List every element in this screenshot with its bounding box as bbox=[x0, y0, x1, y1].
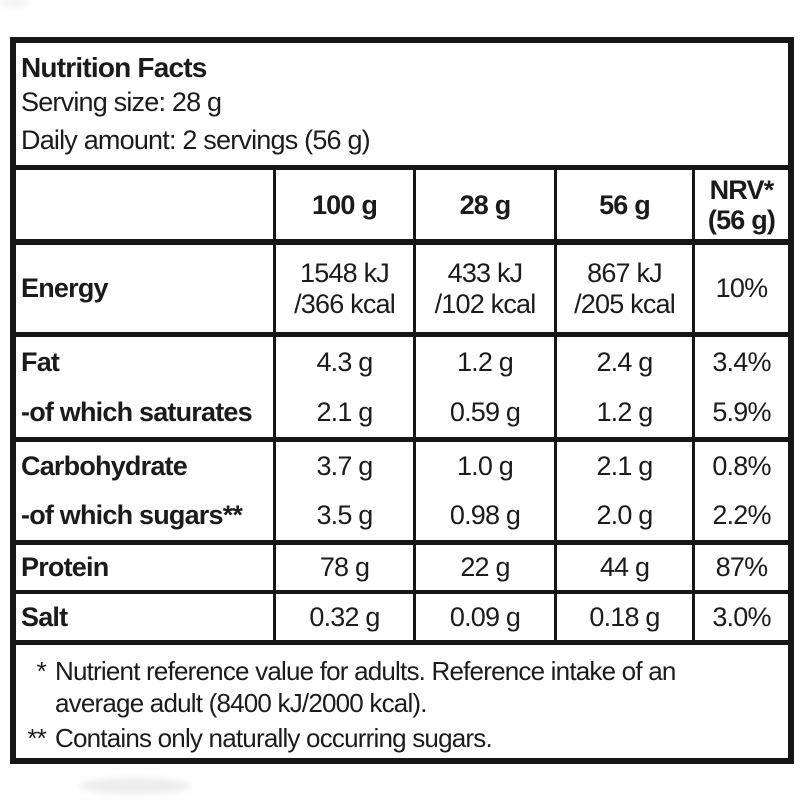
value-nrv: 3.0% bbox=[692, 594, 788, 640]
row-label: Energy bbox=[21, 273, 109, 303]
column-header-nrv: NRV* (56 g) bbox=[692, 170, 788, 239]
column-header-100g: 100 g bbox=[273, 170, 413, 239]
value-100g: 1548 kJ /366 kcal bbox=[273, 245, 413, 332]
value-28g: 22 g bbox=[413, 545, 554, 590]
label-title: Nutrition Facts bbox=[21, 52, 207, 83]
value-56g: 2.4 g bbox=[554, 337, 692, 387]
column-header-56g: 56 g bbox=[554, 170, 692, 239]
column-header-empty bbox=[16, 170, 273, 239]
footnote-text: Nutrient reference value for adults. Ref… bbox=[55, 656, 676, 718]
footnote-nrv: * Nutrient reference value for adults. R… bbox=[16, 655, 788, 719]
value-100g: 3.5 g bbox=[273, 491, 413, 540]
footnote-marker: * bbox=[36, 656, 47, 686]
footnote-section: * Nutrient reference value for adults. R… bbox=[16, 645, 788, 758]
value-56g: 44 g bbox=[554, 545, 692, 590]
footnote-sugars: ** Contains only naturally occurring sug… bbox=[16, 722, 788, 754]
serving-size-text: Serving size: 28 g bbox=[21, 87, 222, 117]
value-56g: 867 kJ /205 kcal bbox=[554, 245, 692, 332]
value-nrv: 10% bbox=[692, 245, 788, 332]
value-nrv: 3.4% bbox=[692, 337, 788, 387]
table-row-protein: Protein 78 g 22 g 44 g 87% bbox=[16, 545, 788, 594]
value-100g: 4.3 g bbox=[273, 337, 413, 387]
value-100g: 2.1 g bbox=[273, 387, 413, 437]
value-28g: 1.0 g bbox=[413, 442, 554, 491]
value-nrv: 0.8% bbox=[692, 442, 788, 491]
value-100g: 0.32 g bbox=[273, 594, 413, 640]
value-28g: 0.98 g bbox=[413, 491, 554, 540]
value-nrv: 5.9% bbox=[692, 387, 788, 437]
footnote-text: Contains only naturally occurring sugars… bbox=[55, 723, 493, 753]
table-row-energy: Energy 1548 kJ /366 kcal 433 kJ /102 kca… bbox=[16, 245, 788, 337]
table-row-carbohydrate: Carbohydrate 3.7 g 1.0 g 2.1 g 0.8% bbox=[16, 442, 788, 491]
value-56g: 1.2 g bbox=[554, 387, 692, 437]
table-row-saturates: -of which saturates 2.1 g 0.59 g 1.2 g 5… bbox=[16, 387, 788, 442]
value-100g: 3.7 g bbox=[273, 442, 413, 491]
row-label: Protein bbox=[21, 552, 109, 582]
row-label: -of which sugars** bbox=[21, 500, 243, 530]
table-header-row: 100 g 28 g 56 g NRV* (56 g) bbox=[16, 170, 788, 245]
value-56g: 2.0 g bbox=[554, 491, 692, 540]
daily-amount-text: Daily amount: 2 servings (56 g) bbox=[21, 125, 371, 155]
value-28g: 0.09 g bbox=[413, 594, 554, 640]
value-56g: 2.1 g bbox=[554, 442, 692, 491]
value-28g: 433 kJ /102 kcal bbox=[413, 245, 554, 332]
row-label: Carbohydrate bbox=[21, 451, 188, 481]
column-header-28g: 28 g bbox=[413, 170, 554, 239]
row-label: Salt bbox=[21, 601, 68, 632]
nutrition-label: Nutrition Facts Serving size: 28 g Daily… bbox=[10, 37, 794, 764]
value-28g: 0.59 g bbox=[413, 387, 554, 437]
footnote-marker: ** bbox=[27, 723, 46, 753]
value-nrv: 87% bbox=[692, 545, 788, 590]
value-100g: 78 g bbox=[273, 545, 413, 590]
row-label: -of which saturates bbox=[21, 396, 253, 427]
scan-artifact-bottom bbox=[80, 778, 190, 794]
scan-artifact-top bbox=[2, 0, 28, 7]
value-56g: 0.18 g bbox=[554, 594, 692, 640]
table-row-sugars: -of which sugars** 3.5 g 0.98 g 2.0 g 2.… bbox=[16, 491, 788, 545]
value-28g: 1.2 g bbox=[413, 337, 554, 387]
table-row-fat: Fat 4.3 g 1.2 g 2.4 g 3.4% bbox=[16, 337, 788, 387]
table-row-salt: Salt 0.32 g 0.09 g 0.18 g 3.0% bbox=[16, 594, 788, 645]
row-label: Fat bbox=[21, 346, 60, 377]
value-nrv: 2.2% bbox=[692, 491, 788, 540]
label-header-section: Nutrition Facts Serving size: 28 g Daily… bbox=[16, 43, 788, 170]
